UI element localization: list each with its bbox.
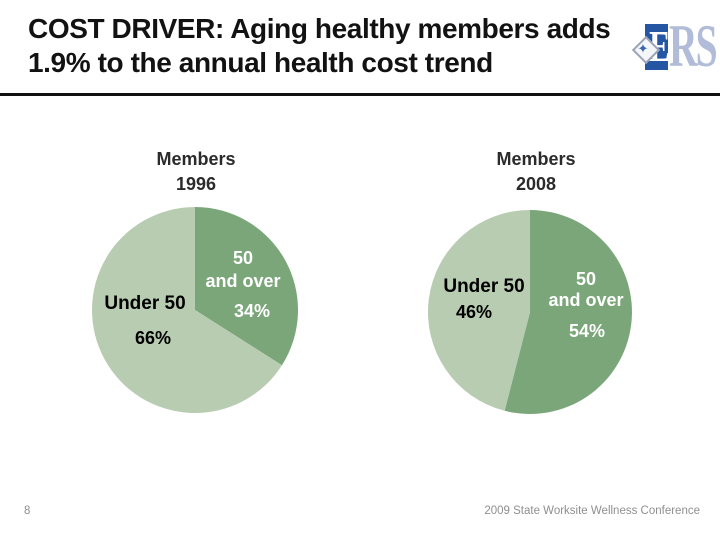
chart-title-line: 1996 bbox=[175, 174, 217, 194]
chart-title-line: 2008 bbox=[515, 174, 557, 194]
label-line: 50 bbox=[232, 248, 254, 268]
footer-page-number: 8 bbox=[24, 505, 31, 517]
chart-title-line: Members bbox=[496, 149, 576, 169]
label-pct-50-and-over: 34% bbox=[233, 301, 271, 321]
chart-title-line: Members bbox=[156, 149, 236, 169]
label-line: and over bbox=[548, 290, 624, 310]
label-line: 50 bbox=[575, 269, 597, 289]
title-line-2: 1.9% to the annual health cost trend bbox=[28, 47, 493, 78]
logo-rs-letters: RS bbox=[669, 13, 718, 79]
pie-slice-under-50 bbox=[92, 207, 282, 413]
label-under-50: Under 50 bbox=[104, 293, 186, 314]
title-underline bbox=[0, 93, 720, 96]
chart-title-1996: Members 1996 bbox=[106, 147, 286, 197]
label-50-and-over: 50 and over bbox=[183, 247, 303, 293]
ers-logo: RS E ✦ bbox=[631, 8, 719, 88]
pie-1996 bbox=[92, 207, 298, 413]
logo-e-letter: E bbox=[649, 22, 671, 71]
label-pct-under-50: 66% bbox=[134, 328, 172, 348]
footer-conference-text: 2009 State Worksite Wellness Conference bbox=[484, 505, 700, 517]
label-pct-under-50: 46% bbox=[455, 302, 493, 322]
logo-star-icon: ✦ bbox=[637, 41, 649, 56]
pie-slice-under-50 bbox=[428, 210, 530, 411]
label-50-and-over: 50 and over bbox=[526, 269, 646, 311]
pie-slice-50-and-over bbox=[504, 210, 632, 414]
pie-slice-50-and-over bbox=[195, 207, 298, 366]
title-line-1: COST DRIVER: Aging healthy members adds bbox=[28, 13, 611, 44]
label-under-50: Under 50 bbox=[443, 276, 525, 297]
chart-title-2008: Members 2008 bbox=[446, 147, 626, 197]
pie-2008 bbox=[428, 210, 632, 414]
label-line: and over bbox=[205, 271, 281, 291]
label-pct-50-and-over: 54% bbox=[568, 321, 606, 341]
page-title: COST DRIVER: Aging healthy members adds … bbox=[28, 12, 618, 80]
